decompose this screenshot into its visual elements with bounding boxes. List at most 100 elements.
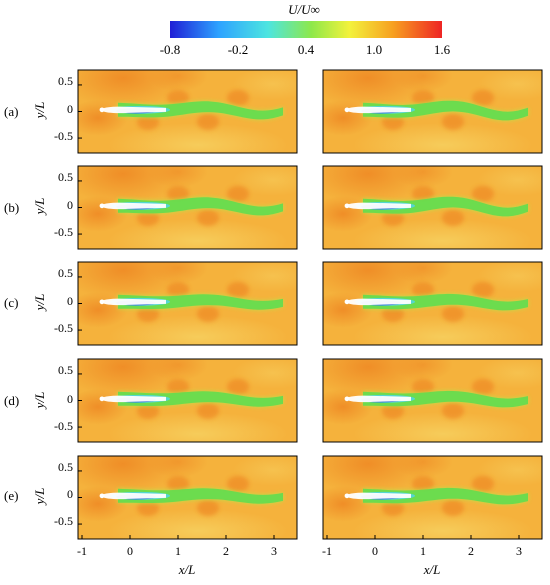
wake-core — [363, 293, 528, 311]
contour-panel-e-1 — [77, 455, 298, 540]
x-tick-labels-right: -1 0 1 2 3 — [322, 544, 522, 558]
x-tick-label: -1 — [77, 544, 87, 558]
vortex-blob — [137, 209, 159, 226]
high-speed-region — [393, 262, 453, 284]
y-axis-title: y/L — [32, 488, 47, 507]
y-tick-label: 0.5 — [58, 460, 73, 474]
wake-core — [118, 101, 283, 120]
vortex-blob — [197, 209, 219, 226]
wake-core — [363, 100, 528, 121]
wake-core — [118, 488, 283, 504]
contour-panel-e-2 — [322, 455, 543, 540]
vortex-blob — [472, 378, 494, 395]
vortex-blob — [382, 499, 404, 516]
y-tick-label: 0 — [67, 294, 73, 308]
x-axis-title: x/L — [423, 562, 441, 577]
body-nose — [344, 107, 350, 113]
y-tick-label: 0.5 — [58, 74, 73, 88]
low-speed-region — [353, 315, 533, 345]
low-speed-region — [478, 166, 542, 196]
panel-frame — [322, 69, 543, 154]
y-axis-title: y/L — [32, 294, 47, 313]
body-nose — [99, 299, 105, 305]
low-speed-region — [233, 359, 297, 389]
contour-panel-d-1 — [77, 358, 298, 443]
vortex-blob — [167, 281, 189, 298]
panel-frame — [322, 455, 543, 540]
y-tick-label: 0 — [67, 392, 73, 406]
y-tick-label: -0.5 — [54, 321, 73, 335]
high-speed-region — [393, 166, 453, 188]
low-speed-region — [108, 509, 288, 539]
low-speed-region — [108, 315, 288, 345]
vortex-blob — [412, 281, 434, 298]
wake-core — [118, 197, 283, 216]
body-shape — [347, 106, 411, 114]
y-axis-titles: y/L y/L y/L y/L y/L — [32, 102, 47, 507]
low-speed-region — [233, 456, 297, 486]
row-label-a: (a) — [4, 104, 18, 119]
wake-core — [363, 487, 528, 505]
body-shape — [347, 202, 411, 210]
low-speed-region — [233, 262, 297, 292]
body-nose — [344, 203, 350, 209]
vortex-blob — [167, 89, 189, 106]
vortex-blob — [197, 402, 219, 419]
x-axis-title: x/L — [178, 562, 196, 577]
y-tick-label: -0.5 — [54, 225, 73, 239]
low-speed-region — [353, 509, 533, 539]
contour-panel-a-1 — [77, 69, 298, 154]
low-speed-region — [108, 123, 288, 153]
y-tick-label: 0.5 — [58, 363, 73, 377]
vortex-blob — [167, 378, 189, 395]
contour-panel-c-2 — [322, 261, 543, 346]
high-speed-region — [393, 359, 453, 381]
row-label-d: (d) — [4, 393, 19, 408]
colorbar-tick-label: -0.8 — [160, 42, 181, 57]
wake-core — [118, 391, 283, 407]
body-shape — [102, 492, 166, 500]
panel-frame — [322, 358, 543, 443]
y-tick-label: 0 — [67, 198, 73, 212]
body-shape — [347, 298, 411, 306]
vortex-blob — [442, 402, 464, 419]
contour-panels — [77, 69, 543, 540]
colorbar-tick-label: 1.0 — [366, 42, 382, 57]
x-tick-label: -1 — [322, 544, 332, 558]
vortex-blob — [227, 475, 249, 492]
body-shape — [102, 395, 166, 403]
vortex-blob — [227, 378, 249, 395]
vortex-blob — [197, 499, 219, 516]
vortex-blob — [382, 305, 404, 322]
x-tick-label: 2 — [468, 544, 474, 558]
colorbar-tick-label: -0.2 — [228, 42, 249, 57]
low-speed-region — [353, 412, 533, 442]
y-tick-labels: 0.5 0 -0.5 0.5 0 -0.5 0.5 0 -0.5 0.5 0 -… — [54, 74, 73, 528]
x-tick-label: 1 — [175, 544, 181, 558]
low-speed-region — [233, 166, 297, 196]
y-tick-label: 0 — [67, 487, 73, 501]
panel-frame — [322, 261, 543, 346]
vortex-blob — [382, 402, 404, 419]
x-tick-labels-left: -1 0 1 2 3 — [77, 544, 277, 558]
body-nose — [344, 493, 350, 499]
x-tick-label: 1 — [420, 544, 426, 558]
contour-panel-b-1 — [77, 165, 298, 250]
contour-panel-d-2 — [322, 358, 543, 443]
colorbar-tick-label: 0.4 — [298, 42, 315, 57]
low-speed-region — [108, 412, 288, 442]
y-tick-label: -0.5 — [54, 129, 73, 143]
x-tick-label: 0 — [127, 544, 133, 558]
vortex-blob — [227, 89, 249, 106]
vortex-blob — [227, 185, 249, 202]
x-tick-label: 0 — [372, 544, 378, 558]
vortex-blob — [472, 475, 494, 492]
low-speed-region — [108, 219, 288, 249]
vortex-blob — [197, 113, 219, 130]
body-nose — [99, 107, 105, 113]
vortex-blob — [442, 305, 464, 322]
vortex-blob — [412, 185, 434, 202]
vortex-blob — [472, 89, 494, 106]
y-tick-label: -0.5 — [54, 514, 73, 528]
x-tick-label: 3 — [271, 544, 277, 558]
